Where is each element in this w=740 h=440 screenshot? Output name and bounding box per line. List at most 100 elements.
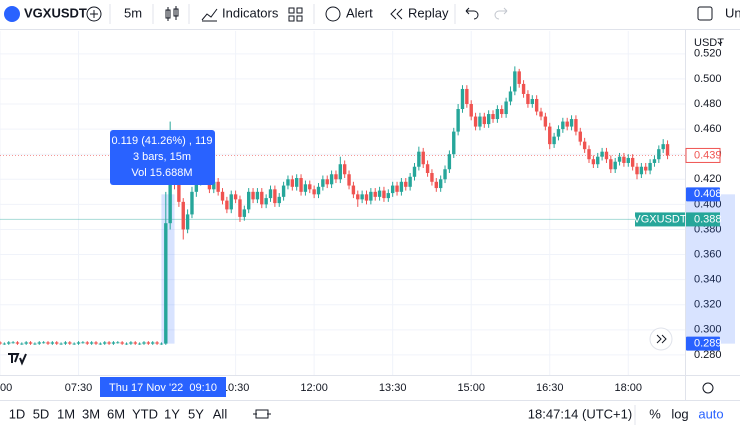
symbol[interactable]: VGXUSDT <box>24 5 87 20</box>
candle-body <box>356 194 360 200</box>
candle-body <box>11 342 15 344</box>
y-tick-label: 0.420 <box>694 173 722 185</box>
tv-logo <box>8 353 27 366</box>
compare-button[interactable] <box>86 6 102 22</box>
candle-body <box>600 151 604 157</box>
candle-body <box>491 114 495 120</box>
layout-name[interactable]: Unn <box>725 5 740 20</box>
range-button[interactable]: 5D <box>33 406 50 421</box>
candle-body <box>238 199 242 217</box>
candle-body <box>539 111 543 117</box>
candle-body <box>76 342 81 344</box>
candle-body <box>534 98 539 112</box>
candle-body <box>46 342 50 344</box>
measure-top-label-bg <box>686 187 720 202</box>
indicators-icon <box>201 8 218 22</box>
candle-body <box>63 342 68 344</box>
candle-body <box>116 342 120 344</box>
candle-body <box>159 343 164 345</box>
candle-body <box>657 149 661 160</box>
candle-body <box>465 88 469 105</box>
candle-body <box>2 343 7 345</box>
range-button[interactable]: 1Y <box>164 406 180 421</box>
toolbar: VGXUSDT 5m Indicators Alert Replay Unn <box>4 4 740 24</box>
range-button[interactable]: 5Y <box>188 406 204 421</box>
candle-body <box>443 169 447 180</box>
y-tick-label: 0.480 <box>694 98 722 110</box>
candle-body <box>421 151 425 165</box>
candle-body <box>635 166 639 175</box>
candle-body <box>626 157 630 163</box>
candle-body <box>151 342 155 344</box>
price-line-value: 0.388 <box>694 213 722 225</box>
settings-button[interactable] <box>702 382 714 394</box>
candle-body <box>212 181 216 190</box>
alert-icon <box>325 6 341 22</box>
measure-bottom-label-bg <box>686 336 720 351</box>
x-tick-label: 15:00 <box>457 382 485 394</box>
price-line-name: VGXUSDT <box>633 213 686 225</box>
alert-button[interactable]: Alert <box>346 5 373 20</box>
compare-icon <box>90 10 98 18</box>
candle-body <box>604 151 609 160</box>
replay-icon <box>390 8 403 20</box>
indicators-button[interactable]: Indicators <box>222 5 279 20</box>
range-button[interactable]: All <box>213 406 228 421</box>
undo-button[interactable] <box>465 7 479 20</box>
x-tick-label: 00 <box>0 382 12 394</box>
candle-body <box>7 342 11 344</box>
range-button[interactable]: 1M <box>57 406 75 421</box>
candle-body <box>338 164 343 180</box>
range-button[interactable]: YTD <box>132 406 158 421</box>
candle-body <box>303 184 308 192</box>
candle-body <box>0 342 2 344</box>
y-tick-label: 0.520 <box>694 48 722 60</box>
candle-body <box>644 166 648 171</box>
candle-body <box>308 184 312 190</box>
range-button[interactable]: 6M <box>107 406 125 421</box>
interval[interactable]: 5m <box>124 5 142 20</box>
scroll-icon <box>656 334 667 344</box>
x-tick-label: 07:30 <box>65 382 93 394</box>
range-button[interactable]: 3M <box>82 406 100 421</box>
candle-body <box>111 342 116 344</box>
candle-body <box>89 342 94 344</box>
candle-body <box>661 144 665 150</box>
redo-button[interactable] <box>494 7 508 20</box>
candle-body <box>233 194 238 200</box>
candle-body <box>81 342 85 344</box>
y-tick-label: 0.500 <box>694 73 722 85</box>
candle-body <box>613 161 617 170</box>
candle-body <box>142 342 146 344</box>
candle-body <box>565 121 569 127</box>
candle-body <box>342 164 347 175</box>
auto-toggle[interactable]: auto <box>698 406 723 421</box>
percent-toggle[interactable]: % <box>649 406 661 421</box>
candle-body <box>94 342 98 344</box>
range-button[interactable]: 1D <box>9 406 26 421</box>
candle-body <box>408 176 412 187</box>
candle-body <box>473 116 478 127</box>
chart-type-button[interactable] <box>165 6 179 21</box>
candle-body <box>582 141 587 150</box>
candle-body <box>622 156 626 163</box>
currency-label[interactable]: USDT <box>694 37 724 49</box>
bottom-bar: 18:47:14 (UTC+1) % log auto 1D 5D 1M 3M 6M YT… <box>9 405 724 425</box>
candle-body <box>68 342 72 344</box>
candle-body <box>133 342 137 344</box>
measure-range <box>161 194 175 344</box>
candle-body <box>194 181 199 192</box>
candle-body <box>177 181 181 202</box>
candle-body <box>299 178 303 192</box>
log-toggle[interactable]: log <box>671 406 688 421</box>
candle-body <box>369 191 373 201</box>
date-range-button[interactable] <box>253 409 271 419</box>
candle-body <box>486 114 491 125</box>
replay-button[interactable]: Replay <box>408 5 449 20</box>
candle-body <box>164 223 168 344</box>
templates-button[interactable] <box>288 7 303 22</box>
candle-body <box>220 191 225 201</box>
candle-body <box>617 156 622 162</box>
candle-body <box>556 129 561 137</box>
